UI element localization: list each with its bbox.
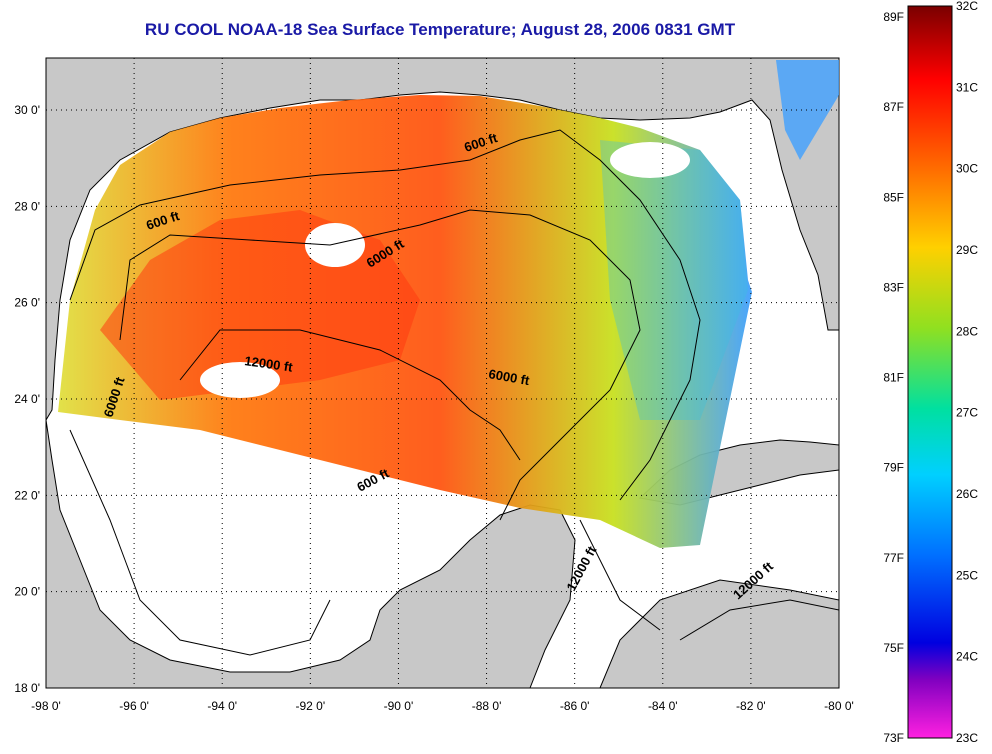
colorbar-c-label: 25C (956, 568, 978, 582)
colorbar-f-label: 81F (883, 371, 904, 385)
bathymetry-contours (69, 129, 839, 656)
colorbar-fahrenheit-labels: 89F 87F 85F 83F 81F 79F 77F 75F 73F (883, 10, 904, 745)
x-tick-label: -96 0' (119, 699, 149, 713)
x-tick-label: -82 0' (736, 699, 766, 713)
x-tick-label: -86 0' (560, 699, 590, 713)
colorbar-f-label: 87F (883, 100, 904, 114)
y-tick-label: 22 0' (14, 488, 40, 502)
colorbar-c-label: 29C (956, 243, 978, 257)
cloud-gap (610, 142, 690, 178)
colorbar-f-label: 89F (883, 10, 904, 24)
land-bottom-right (599, 579, 839, 688)
colorbar-c-label: 28C (956, 324, 978, 338)
x-tick-label: -80 0' (824, 699, 854, 713)
contour-label: 6000 ft (487, 366, 531, 388)
y-tick-label: 28 0' (14, 199, 40, 213)
sst-cool-east (600, 140, 748, 420)
x-tick-label: -94 0' (207, 699, 237, 713)
x-tick-label: -88 0' (472, 699, 502, 713)
x-tick-label: -98 0' (31, 699, 61, 713)
x-tick-label: -92 0' (296, 699, 326, 713)
x-axis-ticks: -98 0' -96 0' -94 0' -92 0' -90 0' -88 0' -86 … (31, 699, 854, 713)
y-tick-label: 24 0' (14, 392, 40, 406)
land-us (46, 58, 839, 421)
colorbar-f-label: 79F (883, 461, 904, 475)
colorbar-c-label: 31C (956, 80, 978, 94)
y-tick-label: 26 0' (14, 296, 40, 310)
x-tick-label: -90 0' (384, 699, 414, 713)
colorbar-f-label: 73F (883, 731, 904, 745)
y-tick-label: 30 0' (14, 103, 40, 117)
colorbar-f-label: 85F (883, 190, 904, 204)
colorbar-celsius-labels: 32C 31C 30C 29C 28C 27C 26C 25C 24C 23C (956, 0, 978, 745)
y-tick-label: 20 0' (14, 585, 40, 599)
x-tick-label: -84 0' (648, 699, 678, 713)
cloud-gap (305, 223, 365, 267)
y-tick-label: 18 0' (14, 681, 40, 695)
colorbar-c-label: 30C (956, 162, 978, 176)
cloud-gap (200, 362, 280, 398)
colorbar (907, 5, 953, 739)
colorbar-f-label: 77F (883, 551, 904, 565)
colorbar-c-label: 32C (956, 0, 978, 13)
colorbar-c-label: 24C (956, 650, 978, 664)
map-title: RU COOL NOAA-18 Sea Surface Temperature;… (144, 20, 736, 39)
colorbar-c-label: 27C (956, 406, 978, 420)
colorbar-f-label: 75F (883, 641, 904, 655)
colorbar-c-label: 26C (956, 487, 978, 501)
colorbar-c-label: 23C (956, 731, 978, 745)
contour-label: 12000 ft (244, 353, 295, 375)
sst-florida-strip (776, 60, 839, 160)
land-mexico (46, 419, 576, 688)
colorbar-f-label: 83F (883, 280, 904, 294)
y-axis-ticks: 30 0' 28 0' 26 0' 24 0' 22 0' 20 0' 18 0' (14, 103, 40, 695)
